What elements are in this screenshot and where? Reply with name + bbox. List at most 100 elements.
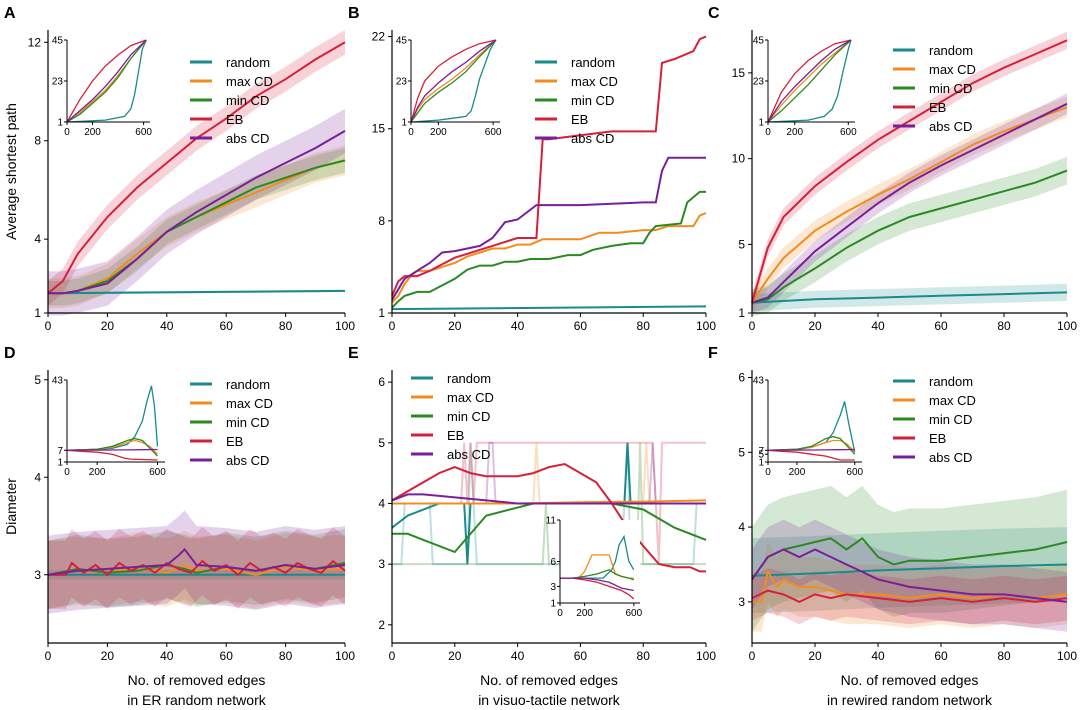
legend-label: EB <box>447 428 464 443</box>
inset-x-tick-label: 200 <box>89 467 106 478</box>
x-tick-label: 20 <box>101 649 115 663</box>
x-tick-label: 100 <box>335 649 355 663</box>
x-tick-label: 0 <box>749 649 756 663</box>
inset-line-min-CD <box>410 39 497 123</box>
inset-x-tick-label: 0 <box>64 127 70 138</box>
x-tick-label: 60 <box>934 319 948 333</box>
inset-y-tick-label: 23 <box>52 77 64 88</box>
legend-label: min CD <box>929 81 972 96</box>
inset-line-EB <box>767 39 852 123</box>
panel-letter: E <box>348 345 359 362</box>
x-tick-label: 80 <box>279 319 293 333</box>
legend-label: min CD <box>571 93 614 108</box>
inset-y-tick-label: 1 <box>57 118 63 129</box>
y-axis-label: Average shortest path <box>3 103 19 240</box>
inset-y-tick-label: 1 <box>401 118 407 129</box>
legend-label: max CD <box>226 396 273 411</box>
x-tick-label: 60 <box>220 319 234 333</box>
series-line-abs-CD <box>47 547 346 576</box>
inset-x-tick-label: 0 <box>557 608 563 619</box>
legend-label: max CD <box>226 74 273 89</box>
series-line-abs-CD <box>391 156 706 301</box>
x-tick-label: 100 <box>696 649 716 663</box>
x-tick-label: 80 <box>637 649 651 663</box>
series-line-EB <box>47 41 346 295</box>
x-axis-label: No. of removed edges <box>128 672 266 688</box>
inset-y-tick-label: 23 <box>753 77 765 88</box>
x-tick-label: 40 <box>160 649 174 663</box>
y-tick-label: 4 <box>34 470 41 484</box>
x-tick-label: 0 <box>389 319 396 333</box>
x-tick-label: 20 <box>448 319 462 333</box>
inset-y-tick-label: 7 <box>758 446 764 457</box>
y-tick-label: 3 <box>34 568 41 582</box>
legend-label: abs CD <box>571 131 614 146</box>
y-axis-label: Diameter <box>3 478 19 535</box>
x-tick-label: 40 <box>871 319 885 333</box>
inset-x-tick-label: 0 <box>64 467 70 478</box>
y-tick-label: 22 <box>372 30 386 44</box>
legend-label: abs CD <box>929 450 972 465</box>
inset-y-tick-label: 11 <box>546 516 557 527</box>
y-tick-label: 4 <box>34 232 41 246</box>
inset-line-random <box>410 39 497 123</box>
legend-label: min CD <box>929 412 972 427</box>
series-line-EB <box>391 35 707 297</box>
band-min-CD <box>48 528 345 609</box>
inset-x-tick-label: 600 <box>846 467 863 478</box>
y-tick-label: 1 <box>378 306 385 320</box>
inset-line-abs-CD <box>560 577 634 592</box>
inset-y-tick-label: 1 <box>758 118 764 129</box>
inset-line-abs-CD <box>410 39 497 123</box>
panel-letter: C <box>708 5 720 22</box>
x-tick-label: 20 <box>808 319 822 333</box>
legend-label: random <box>929 374 973 389</box>
series-line-abs-CD <box>48 130 346 295</box>
x-tick-label: 60 <box>220 649 234 663</box>
inset-y-tick-label: 1 <box>57 458 63 469</box>
series-line-EB <box>391 462 706 573</box>
x-axis-label: No. of removed edges <box>841 672 979 688</box>
x-tick-label: 20 <box>448 649 462 663</box>
legend-label: random <box>226 377 270 392</box>
y-tick-label: 6 <box>378 375 385 389</box>
inset-x-tick-label: 600 <box>135 127 152 138</box>
panel-letter: F <box>708 345 718 362</box>
band-abs-CD <box>48 510 345 614</box>
y-tick-label: 15 <box>372 122 386 136</box>
x-tick-label: 100 <box>696 319 716 333</box>
legend-label: EB <box>571 112 588 127</box>
x-axis-label-line2: in rewired random network <box>827 692 993 708</box>
series-line-random <box>47 289 346 295</box>
legend-label: max CD <box>447 390 494 405</box>
legend-label: random <box>929 43 973 58</box>
legend-label: min CD <box>447 409 490 424</box>
legend-label: max CD <box>571 74 618 89</box>
x-tick-label: 100 <box>1057 649 1077 663</box>
inset-y-tick-label: 43 <box>753 376 765 387</box>
inset-y-tick-label: 1 <box>550 599 556 610</box>
inset-line-random <box>66 39 147 123</box>
y-tick-label: 8 <box>378 214 385 228</box>
inset-y-tick-label: 43 <box>52 376 64 387</box>
series-line-EB <box>48 559 346 577</box>
inset-line-EB <box>66 39 147 123</box>
legend-label: abs CD <box>447 447 490 462</box>
y-tick-label: 2 <box>378 618 385 632</box>
series-line-random <box>751 563 1068 577</box>
band-abs-CD <box>752 93 1067 313</box>
y-tick-label: 5 <box>738 445 745 459</box>
panel-D: D 0 20 40 60 80 100 3 4 5 No. of removed edges in E… <box>3 345 355 708</box>
inset-line-random <box>560 534 635 579</box>
inset-plot: 0 200 600 1 23 45 <box>396 36 502 139</box>
x-tick-label: 40 <box>511 319 525 333</box>
band-EB <box>48 30 345 306</box>
y-tick-label: 3 <box>738 595 745 609</box>
series-line-EB <box>751 39 1068 303</box>
y-tick-label: 5 <box>378 436 385 450</box>
legend-label: random <box>447 371 491 386</box>
x-tick-label: 0 <box>45 319 52 333</box>
x-tick-label: 80 <box>997 649 1011 663</box>
panel-F: F 0 20 40 60 80 100 3 4 5 6 No. of removed edges in … <box>708 345 1077 708</box>
